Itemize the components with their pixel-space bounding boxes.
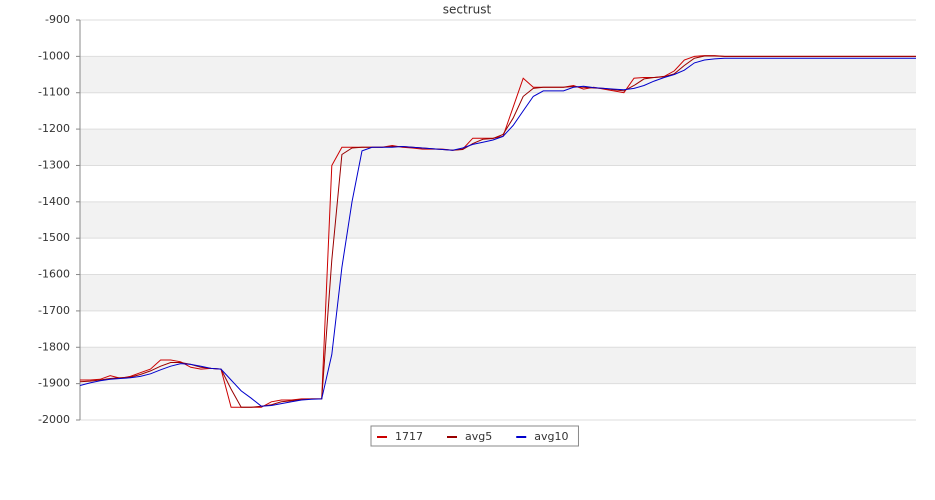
y-tick-label: -1600	[38, 268, 70, 281]
y-tick-label: -1700	[38, 304, 70, 317]
y-tick-label: -1800	[38, 340, 70, 353]
legend-label: avg5	[465, 430, 492, 443]
legend-box	[370, 425, 579, 447]
y-tick-label: -1500	[38, 231, 70, 244]
y-tick-label: -1900	[38, 377, 70, 390]
chart-title: sectrust	[443, 3, 492, 17]
grid-band	[80, 201, 916, 239]
grid-band	[80, 347, 916, 384]
legend-label: avg10	[534, 430, 568, 443]
legend: 1717 avg5 avg10	[370, 425, 579, 447]
y-tick-label: -1400	[38, 195, 70, 208]
grid-band	[80, 274, 916, 311]
y-tick-label: -1200	[38, 122, 70, 135]
legend-label: 1717	[395, 430, 423, 443]
y-tick-label: -1100	[38, 86, 70, 99]
y-tick-label: -1300	[38, 158, 70, 171]
y-tick-label: -1000	[38, 49, 70, 62]
y-tick-label: -2000	[38, 413, 70, 426]
grid-band	[80, 129, 916, 166]
grid-band	[80, 56, 916, 93]
series-line	[79, 57, 916, 407]
y-tick-label: -900	[45, 13, 70, 26]
